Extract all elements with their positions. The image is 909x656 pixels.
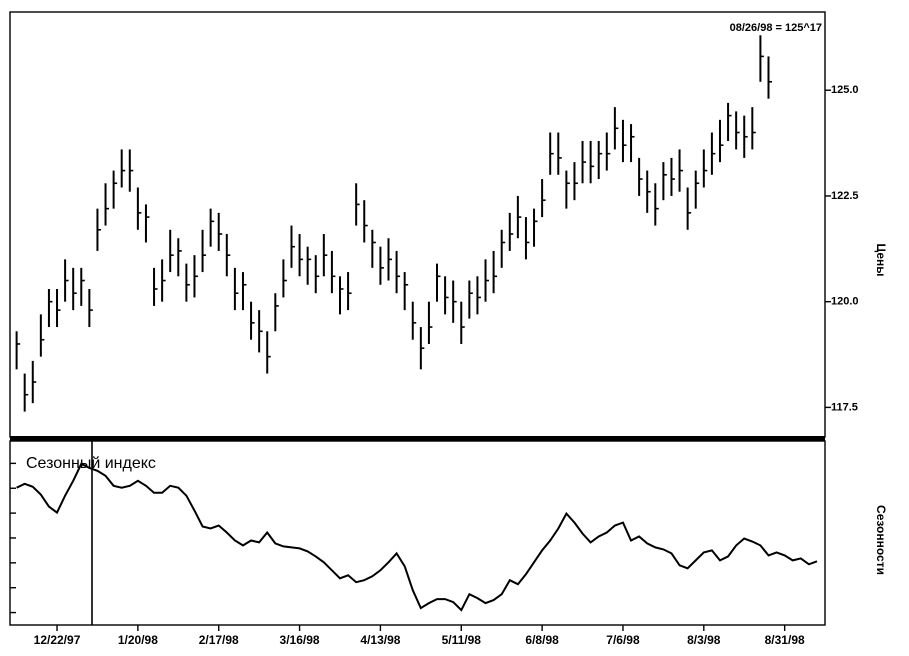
x-tick-label: 8/31/98 (765, 633, 805, 647)
y-axis-label: Цены (874, 243, 888, 276)
seasonal-title: Сезонный индекс (26, 455, 156, 472)
annotation: 08/26/98 = 125^17 (730, 22, 822, 34)
x-tick-label: 4/13/98 (360, 633, 400, 647)
x-tick-label: 6/8/98 (525, 633, 559, 647)
price-panel (9, 11, 826, 438)
y-tick-label: 120.0 (831, 296, 859, 308)
seasonal-axis-label: Сезонности (874, 505, 888, 575)
y-tick-label: 117.5 (831, 401, 858, 413)
y-tick-label: 122.5 (831, 190, 859, 202)
seasonal-line (16, 462, 818, 612)
panel-separator (10, 436, 825, 441)
x-tick-label: 7/6/98 (606, 633, 640, 647)
x-tick-label: 8/3/98 (687, 633, 721, 647)
x-tick-label: 5/11/98 (442, 633, 482, 647)
x-tick-label: 2/17/98 (199, 633, 239, 647)
x-tick-label: 12/22/97 (34, 633, 81, 647)
x-tick-label: 1/20/98 (118, 633, 158, 647)
x-tick-label: 3/16/98 (280, 633, 320, 647)
y-tick-label: 125.0 (831, 84, 859, 96)
